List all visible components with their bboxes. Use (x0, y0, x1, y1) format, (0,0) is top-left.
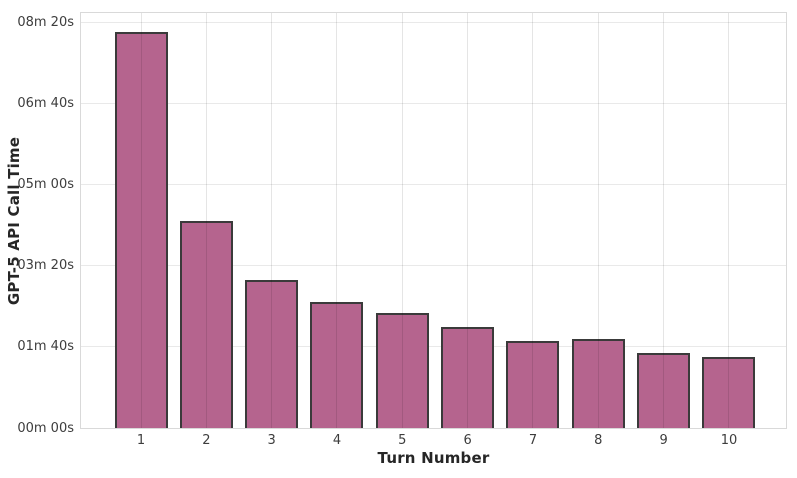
x-tick-label: 1 (136, 433, 146, 448)
bar-turn-6 (441, 327, 495, 428)
h-gridline (81, 184, 786, 186)
x-tick-label: 2 (202, 433, 211, 448)
bar-turn-4 (310, 302, 364, 428)
v-gridline (336, 13, 338, 428)
x-axis-label: Turn Number (377, 449, 490, 467)
bar-turn-1 (114, 32, 168, 428)
bar-turn-10 (702, 357, 756, 428)
h-gridline (81, 22, 786, 24)
h-gridline (81, 265, 786, 267)
bar-turn-9 (637, 353, 691, 428)
y-tick-label: 06m 40s (17, 96, 74, 112)
x-tick-label: 8 (594, 433, 603, 448)
y-tick-label: 01m 40s (17, 339, 74, 355)
y-tick-label: 00m 00s (17, 420, 74, 436)
x-tick-label: 7 (528, 433, 538, 448)
bar-turn-8 (571, 339, 625, 428)
h-gridline (81, 103, 786, 105)
v-gridline (597, 13, 599, 428)
x-tick-label: 9 (659, 433, 668, 448)
x-tick-label: 3 (267, 433, 276, 448)
bar-turn-3 (245, 280, 299, 428)
y-axis-label-text: GPT-5 API Call Time (5, 136, 23, 306)
v-gridline (663, 13, 665, 428)
v-gridline (140, 13, 142, 428)
v-gridline (401, 13, 403, 428)
v-gridline (271, 13, 273, 428)
v-gridline (467, 13, 469, 428)
y-tick-label: 08m 20s (17, 15, 74, 31)
x-tick-label: 5 (398, 433, 407, 448)
v-gridline (205, 13, 207, 428)
x-tick-label: 6 (463, 433, 472, 448)
y-tick-label: 03m 20s (17, 258, 74, 274)
v-gridline (728, 13, 730, 428)
v-gridline (532, 13, 534, 428)
x-tick-label: 4 (332, 433, 342, 448)
bar-turn-7 (506, 341, 560, 428)
bar-turn-2 (179, 221, 233, 428)
y-tick-label: 05m 00s (17, 177, 74, 193)
plot-area (80, 12, 787, 429)
x-tick-label: 10 (720, 433, 738, 448)
h-gridline (81, 346, 786, 348)
bar-turn-5 (375, 313, 429, 428)
